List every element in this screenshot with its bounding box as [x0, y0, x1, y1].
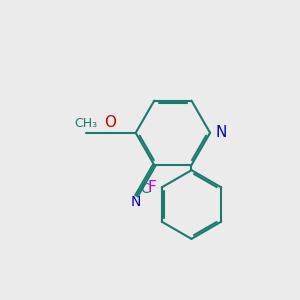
Text: F: F [148, 180, 157, 195]
Text: C: C [140, 182, 150, 196]
Text: N: N [215, 125, 226, 140]
Text: CH₃: CH₃ [74, 117, 97, 130]
Text: N: N [131, 195, 142, 208]
Text: O: O [81, 119, 90, 129]
Text: O: O [104, 115, 116, 130]
